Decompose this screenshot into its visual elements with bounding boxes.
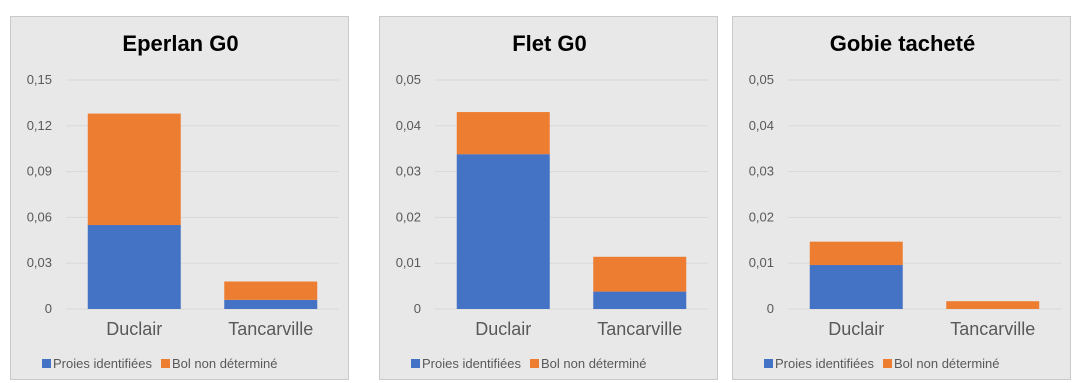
y-tick-label: 0,04 — [749, 118, 774, 133]
chart-title: Eperlan G0 — [122, 31, 238, 56]
bar-proies-identifiees — [87, 225, 181, 309]
y-tick-label: 0,03 — [27, 255, 52, 270]
y-tick-label: 0,02 — [396, 209, 421, 224]
y-tick-label: 0,09 — [27, 164, 52, 179]
legend-swatch — [411, 359, 420, 368]
bar-bol-non-determine — [456, 112, 550, 155]
y-tick-label: 0 — [414, 301, 421, 316]
category-label: Tancarville — [228, 319, 313, 339]
category-label: Duclair — [828, 319, 884, 339]
y-tick-label: 0 — [767, 301, 774, 316]
chart-title: Gobie tacheté — [830, 31, 975, 56]
legend-label: Proies identifiées — [775, 356, 874, 371]
chart-panel-flet: Flet G0 0 0,01 0,02 0,03 0,04 0,05 Duclair Tanca… — [379, 16, 718, 380]
y-tick-label: 0,12 — [27, 118, 52, 133]
bar-bol-non-determine — [593, 256, 687, 292]
chart-panel-eperlan: Eperlan G0 0 0,03 0,06 0,09 0,12 0,15 Duclair Ta… — [10, 16, 349, 380]
category-label: Duclair — [106, 319, 162, 339]
legend-label: Proies identifiées — [53, 356, 152, 371]
legend-label: Bol non déterminé — [172, 356, 278, 371]
legend-label: Bol non déterminé — [541, 356, 647, 371]
chart-title: Flet G0 — [512, 31, 587, 56]
y-tick-label: 0,05 — [749, 72, 774, 87]
bar-proies-identifiees — [809, 265, 903, 309]
bar-bol-non-determine — [87, 113, 181, 226]
y-tick-label: 0,01 — [749, 255, 774, 270]
category-label: Duclair — [475, 319, 531, 339]
bar-proies-identifiees — [593, 291, 687, 309]
y-tick-label: 0,04 — [396, 118, 421, 133]
y-tick-label: 0,05 — [396, 72, 421, 87]
legend-swatch — [883, 359, 892, 368]
bar-proies-identifiees — [456, 154, 550, 309]
y-tick-label: 0,06 — [27, 209, 52, 224]
y-tick-label: 0,03 — [749, 164, 774, 179]
legend-swatch — [161, 359, 170, 368]
chart-svg: Flet G0 0 0,01 0,02 0,03 0,04 0,05 Duclair Tanca… — [396, 31, 708, 371]
bar-bol-non-determine — [809, 241, 903, 266]
chart-svg: Eperlan G0 0 0,03 0,06 0,09 0,12 0,15 Duclair Ta… — [27, 31, 339, 371]
y-tick-label: 0,03 — [396, 164, 421, 179]
legend-swatch — [764, 359, 773, 368]
legend-swatch — [42, 359, 51, 368]
y-tick-label: 0,15 — [27, 72, 52, 87]
category-label: Tancarville — [597, 319, 682, 339]
y-tick-label: 0 — [45, 301, 52, 316]
chart-svg: Gobie tacheté 0 0,01 0,02 0,03 0,04 0,05 Duclai… — [749, 31, 1061, 371]
bar-proies-identifiees — [224, 299, 318, 309]
bar-bol-non-determine — [946, 301, 1040, 309]
legend-swatch — [530, 359, 539, 368]
legend-label: Bol non déterminé — [894, 356, 1000, 371]
y-tick-label: 0,02 — [749, 209, 774, 224]
chart-panel-gobie: Gobie tacheté 0 0,01 0,02 0,03 0,04 0,05 Duclai… — [732, 16, 1071, 380]
y-tick-label: 0,01 — [396, 255, 421, 270]
category-label: Tancarville — [950, 319, 1035, 339]
legend-label: Proies identifiées — [422, 356, 521, 371]
bar-bol-non-determine — [224, 281, 318, 300]
